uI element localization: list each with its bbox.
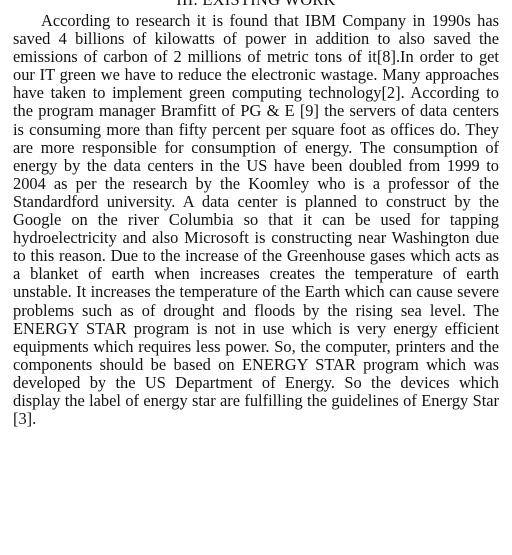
section-heading: III. EXISTING WORK [0, 0, 512, 9]
body-paragraph: According to research it is found that I… [13, 11, 499, 429]
